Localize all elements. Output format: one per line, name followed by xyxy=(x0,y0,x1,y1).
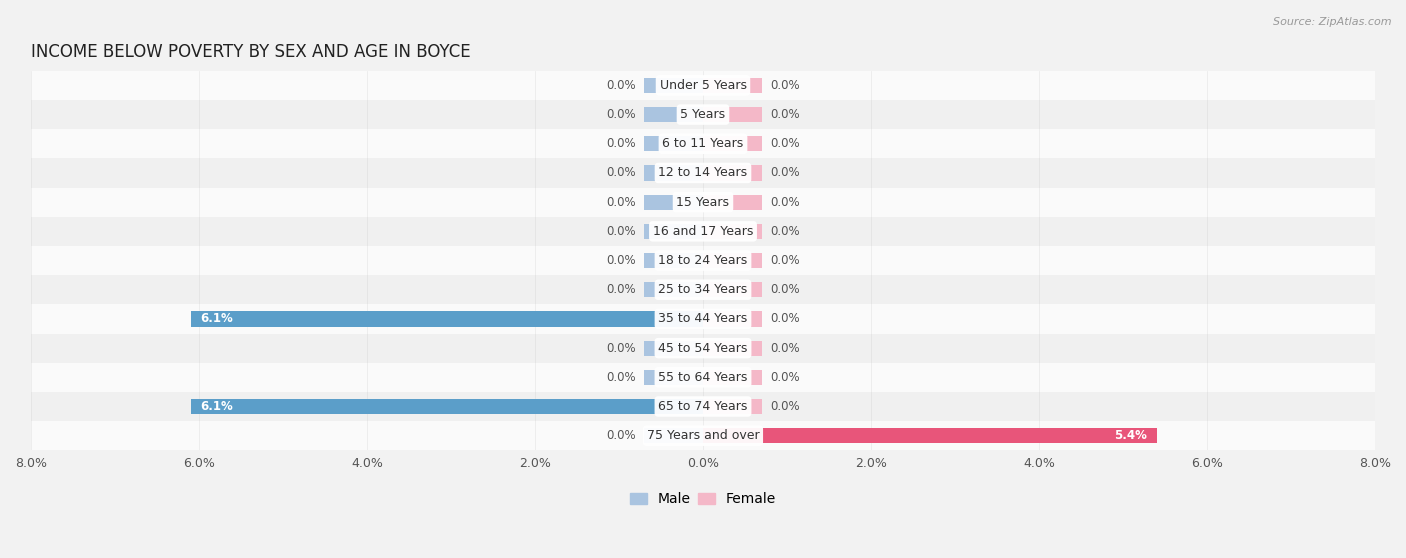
Text: 6 to 11 Years: 6 to 11 Years xyxy=(662,137,744,150)
Bar xyxy=(644,340,703,355)
Bar xyxy=(644,107,703,122)
Text: 6.1%: 6.1% xyxy=(201,400,233,413)
Bar xyxy=(31,246,1375,275)
Bar xyxy=(703,165,762,181)
Bar xyxy=(31,392,1375,421)
Bar xyxy=(644,136,703,151)
Text: 0.0%: 0.0% xyxy=(606,108,636,121)
Bar xyxy=(644,253,703,268)
Bar xyxy=(31,421,1375,450)
Text: 5 Years: 5 Years xyxy=(681,108,725,121)
Bar xyxy=(191,399,703,414)
Text: 0.0%: 0.0% xyxy=(606,283,636,296)
Legend: Male, Female: Male, Female xyxy=(624,487,782,512)
Text: 0.0%: 0.0% xyxy=(770,341,800,355)
Text: 0.0%: 0.0% xyxy=(770,312,800,325)
Text: 0.0%: 0.0% xyxy=(606,371,636,384)
Text: 0.0%: 0.0% xyxy=(606,254,636,267)
Text: 55 to 64 Years: 55 to 64 Years xyxy=(658,371,748,384)
Text: 0.0%: 0.0% xyxy=(770,137,800,150)
Bar xyxy=(31,334,1375,363)
Bar xyxy=(31,275,1375,304)
Text: INCOME BELOW POVERTY BY SEX AND AGE IN BOYCE: INCOME BELOW POVERTY BY SEX AND AGE IN B… xyxy=(31,43,471,61)
Bar xyxy=(703,282,762,297)
Bar xyxy=(703,311,762,326)
Bar xyxy=(644,165,703,181)
Bar xyxy=(644,282,703,297)
Text: 0.0%: 0.0% xyxy=(770,196,800,209)
Bar xyxy=(703,195,762,210)
Text: 0.0%: 0.0% xyxy=(606,341,636,355)
Bar xyxy=(703,428,1157,443)
Text: 0.0%: 0.0% xyxy=(770,79,800,92)
Bar xyxy=(31,304,1375,334)
Bar xyxy=(31,158,1375,187)
Text: Under 5 Years: Under 5 Years xyxy=(659,79,747,92)
Bar xyxy=(703,224,762,239)
Bar xyxy=(703,253,762,268)
Text: 0.0%: 0.0% xyxy=(606,196,636,209)
Text: 16 and 17 Years: 16 and 17 Years xyxy=(652,225,754,238)
Text: 75 Years and over: 75 Years and over xyxy=(647,429,759,442)
Bar xyxy=(31,217,1375,246)
Bar xyxy=(703,78,762,93)
Bar xyxy=(31,363,1375,392)
Bar xyxy=(31,187,1375,217)
Text: 65 to 74 Years: 65 to 74 Years xyxy=(658,400,748,413)
Bar xyxy=(703,370,762,385)
Text: 0.0%: 0.0% xyxy=(770,108,800,121)
Text: 18 to 24 Years: 18 to 24 Years xyxy=(658,254,748,267)
Bar xyxy=(644,78,703,93)
Text: 0.0%: 0.0% xyxy=(770,254,800,267)
Bar xyxy=(644,224,703,239)
Bar xyxy=(703,399,762,414)
Text: 0.0%: 0.0% xyxy=(606,225,636,238)
Bar xyxy=(191,311,703,326)
Text: 12 to 14 Years: 12 to 14 Years xyxy=(658,166,748,180)
Text: 15 Years: 15 Years xyxy=(676,196,730,209)
Bar xyxy=(703,136,762,151)
Text: 0.0%: 0.0% xyxy=(606,79,636,92)
Text: 35 to 44 Years: 35 to 44 Years xyxy=(658,312,748,325)
Text: Source: ZipAtlas.com: Source: ZipAtlas.com xyxy=(1274,17,1392,27)
Text: 0.0%: 0.0% xyxy=(770,371,800,384)
Text: 0.0%: 0.0% xyxy=(606,137,636,150)
Text: 0.0%: 0.0% xyxy=(770,283,800,296)
Text: 45 to 54 Years: 45 to 54 Years xyxy=(658,341,748,355)
Bar xyxy=(703,107,762,122)
Text: 6.1%: 6.1% xyxy=(201,312,233,325)
Text: 25 to 34 Years: 25 to 34 Years xyxy=(658,283,748,296)
Bar xyxy=(31,71,1375,100)
Bar xyxy=(644,370,703,385)
Text: 0.0%: 0.0% xyxy=(606,166,636,180)
Bar xyxy=(703,340,762,355)
Text: 5.4%: 5.4% xyxy=(1114,429,1146,442)
Bar xyxy=(644,428,703,443)
Text: 0.0%: 0.0% xyxy=(770,225,800,238)
Bar xyxy=(644,195,703,210)
Bar xyxy=(31,100,1375,129)
Bar xyxy=(31,129,1375,158)
Text: 0.0%: 0.0% xyxy=(770,400,800,413)
Text: 0.0%: 0.0% xyxy=(606,429,636,442)
Text: 0.0%: 0.0% xyxy=(770,166,800,180)
